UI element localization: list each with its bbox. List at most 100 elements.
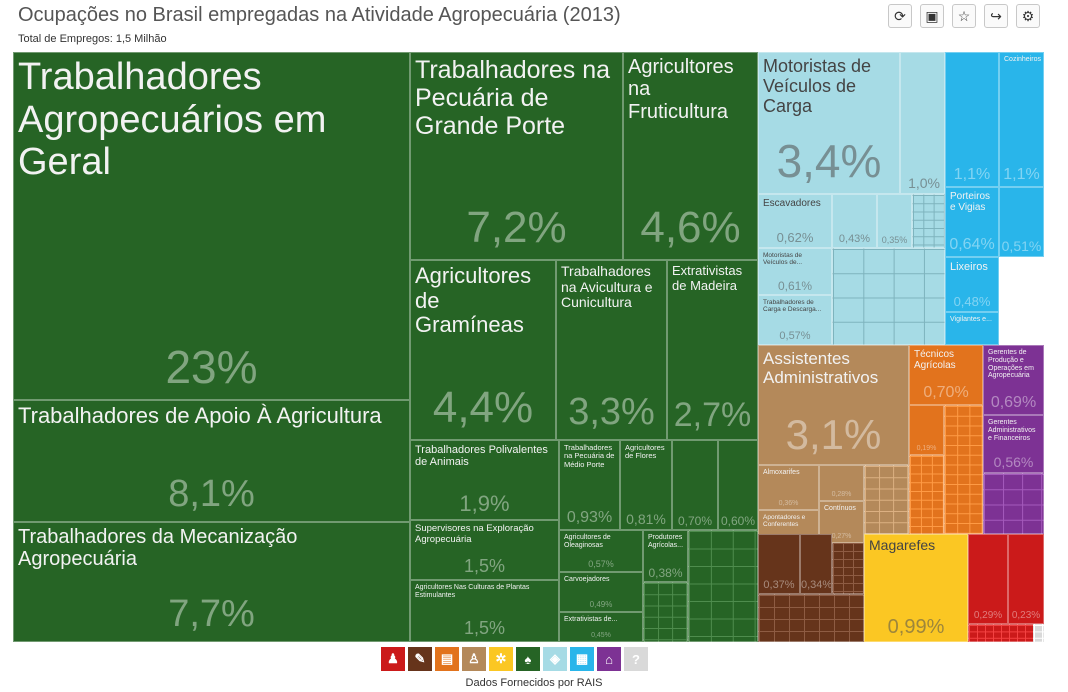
- save-icon[interactable]: ▣: [920, 4, 944, 28]
- treemap-small-cells[interactable]: [944, 405, 983, 534]
- treemap-tile[interactable]: 0,23%: [1008, 534, 1044, 624]
- tile-share: 7,7%: [168, 593, 255, 635]
- treemap-small-cells[interactable]: [643, 582, 688, 642]
- treemap-tile[interactable]: Lixeiros 0,48%: [945, 257, 999, 312]
- tile-share: 0,57%: [779, 330, 811, 342]
- treemap-small-cells[interactable]: [864, 465, 909, 534]
- treemap-tile[interactable]: 0,51%: [999, 187, 1044, 257]
- tile-share: 0,48%: [953, 294, 991, 309]
- treemap-small-cells[interactable]: [909, 455, 944, 534]
- treemap-tile[interactable]: Trabalhadores de Apoio À Agricultura 8,1%: [13, 400, 410, 522]
- treemap-tile[interactable]: 0,70%: [672, 440, 718, 530]
- treemap-tile[interactable]: Vigilantes e...: [945, 312, 999, 345]
- treemap-tile[interactable]: Agricultores Nas Culturas de Plantas Est…: [410, 580, 559, 642]
- legend-shop-icon[interactable]: ▦: [570, 647, 594, 671]
- treemap-tile[interactable]: Trabalhadores Agropecuários em Geral 23%: [13, 52, 410, 400]
- treemap-tile[interactable]: Cozinheiros 1,1%: [999, 52, 1044, 187]
- treemap-tile[interactable]: 0,35%: [877, 194, 912, 248]
- tile-share: 0,27%: [831, 533, 852, 540]
- category-legend: ♟ ✎ ▤ ♙ ✲ ♠ ◈ ▦ ⌂?: [381, 647, 648, 671]
- treemap-small-cells[interactable]: [912, 194, 945, 248]
- treemap-tile[interactable]: Motoristas de Veículos de Carga 3,4%: [758, 52, 900, 194]
- treemap-small-cells[interactable]: [758, 594, 864, 642]
- tile-label: Vigilantes e...: [950, 316, 992, 323]
- treemap-tile[interactable]: Porteiros e Vigias 0,64%: [945, 187, 999, 257]
- refresh-icon[interactable]: ⟳: [888, 4, 912, 28]
- tile-share: 1,1%: [953, 166, 991, 183]
- legend-unknown-icon[interactable]: ?: [624, 647, 648, 671]
- treemap-tile[interactable]: 0,29%: [968, 534, 1008, 624]
- tile-share: 0,43%: [838, 233, 871, 245]
- treemap-tile[interactable]: Produtores Agrícolas... 0,38%: [643, 530, 688, 582]
- treemap-small-cells[interactable]: [688, 530, 758, 642]
- treemap-small-cells[interactable]: [1033, 624, 1044, 642]
- tile-label: Agricultores de Oleaginosas: [564, 534, 611, 549]
- tile-share: 1,1%: [1003, 166, 1040, 183]
- treemap-tile[interactable]: 0,28%: [819, 465, 864, 501]
- treemap-tile[interactable]: Carvoejadores 0,49%: [559, 572, 643, 612]
- treemap-tile[interactable]: Extrativistas de Madeira 2,7%: [667, 260, 758, 440]
- legend-tools-icon[interactable]: ✎: [408, 647, 432, 671]
- star-icon[interactable]: ☆: [952, 4, 976, 28]
- treemap-tile[interactable]: Técnicos Agrícolas 0,70%: [909, 345, 983, 405]
- treemap-tile[interactable]: 0,19%: [909, 405, 944, 455]
- treemap-tile[interactable]: Trabalhadores na Pecuária de Médio Porte…: [559, 440, 620, 530]
- legend-desk-icon[interactable]: ♙: [462, 647, 486, 671]
- treemap-tile[interactable]: Trabalhadores na Pecuária de Grande Port…: [410, 52, 623, 260]
- treemap-tile[interactable]: Assistentes Administrativos 3,1%: [758, 345, 909, 465]
- legend-farm-icon[interactable]: ♠: [516, 647, 540, 671]
- legend-people-icon[interactable]: ♟: [381, 647, 405, 671]
- treemap-tile[interactable]: Trabalhadores Polivalentes de Animais 1,9…: [410, 440, 559, 520]
- tile-label: Gerentes Administrativos e Financeiros: [988, 419, 1036, 442]
- treemap-tile[interactable]: Agricultores na Fruticultura 4,6%: [623, 52, 758, 260]
- settings-icon[interactable]: ⚙: [1016, 4, 1040, 28]
- legend-book-icon[interactable]: ▤: [435, 647, 459, 671]
- treemap-tile[interactable]: Trabalhadores na Avicultura e Cunicultur…: [556, 260, 667, 440]
- treemap-small-cells[interactable]: [832, 248, 945, 345]
- tile-label: Motoristas de Veículos de Carga: [763, 56, 872, 117]
- treemap-small-cells[interactable]: [968, 624, 1044, 642]
- treemap-tile[interactable]: 0,34%: [800, 534, 832, 594]
- treemap-tile[interactable]: Gerentes de Produção e Operações em Agro…: [983, 345, 1044, 415]
- treemap-tile[interactable]: 1,1%: [945, 52, 999, 187]
- tile-share: 0,70%: [677, 514, 713, 528]
- tile-label: Trabalhadores na Avicultura e Cunicultur…: [561, 263, 653, 311]
- tile-share: 1,5%: [463, 556, 506, 576]
- tile-share: 0,28%: [831, 491, 852, 498]
- treemap-tile[interactable]: Contínuos 0,27%: [819, 501, 864, 543]
- tile-share: 4,4%: [432, 383, 534, 432]
- treemap-tile[interactable]: Agricultores de Gramíneas 4,4%: [410, 260, 556, 440]
- treemap-tile[interactable]: 0,43%: [832, 194, 877, 248]
- tile-share: 0,19%: [916, 445, 937, 452]
- treemap-tile[interactable]: Almoxarifes 0,36%: [758, 465, 819, 510]
- share-icon[interactable]: ↪: [984, 4, 1008, 28]
- treemap-tile[interactable]: 1,0%: [900, 52, 945, 194]
- tile-label: Trabalhadores na Pecuária de Médio Porte: [564, 443, 615, 469]
- legend-house-icon[interactable]: ⌂: [597, 647, 621, 671]
- tile-share: 23%: [165, 341, 258, 393]
- treemap-small-cells[interactable]: [983, 473, 1044, 534]
- treemap-tile[interactable]: Trabalhadores da Mecanização Agropecuári…: [13, 522, 410, 642]
- treemap-tile[interactable]: 0,37%: [758, 534, 800, 594]
- tile-label: Trabalhadores na Pecuária de Grande Port…: [415, 56, 611, 140]
- tile-share: 1,9%: [459, 491, 510, 516]
- treemap-tile[interactable]: Trabalhadores de Carga e Descarga... 0,57…: [758, 295, 832, 345]
- tile-label: Contínuos: [824, 505, 856, 512]
- tile-share: 0,38%: [648, 566, 683, 580]
- treemap-tile[interactable]: 0,60%: [718, 440, 758, 530]
- treemap-tile[interactable]: Motoristas de Veículos de... 0,61%: [758, 248, 832, 295]
- legend-gears-icon[interactable]: ✲: [489, 647, 513, 671]
- treemap-tile[interactable]: Agricultores de Flores 0,81%: [620, 440, 672, 530]
- treemap-tile[interactable]: Magarefes 0,99%: [864, 534, 968, 642]
- chart-title: Ocupações no Brasil empregadas na Ativid…: [18, 4, 621, 26]
- treemap-tile[interactable]: Gerentes Administrativos e Financeiros 0,…: [983, 415, 1044, 473]
- tile-share: 0,56%: [993, 454, 1034, 470]
- treemap-tile[interactable]: Supervisores na Exploração Agropecuária 1…: [410, 520, 559, 580]
- treemap-tile[interactable]: Extrativistas de... 0,45%: [559, 612, 643, 642]
- treemap-tile[interactable]: Agricultores de Oleaginosas 0,57%: [559, 530, 643, 572]
- tile-label: Cozinheiros: [1004, 56, 1041, 63]
- legend-box-icon[interactable]: ◈: [543, 647, 567, 671]
- treemap-small-cells[interactable]: [832, 534, 864, 594]
- tile-share: 0,29%: [973, 610, 1003, 621]
- treemap-tile[interactable]: Escavadores 0,62%: [758, 194, 832, 248]
